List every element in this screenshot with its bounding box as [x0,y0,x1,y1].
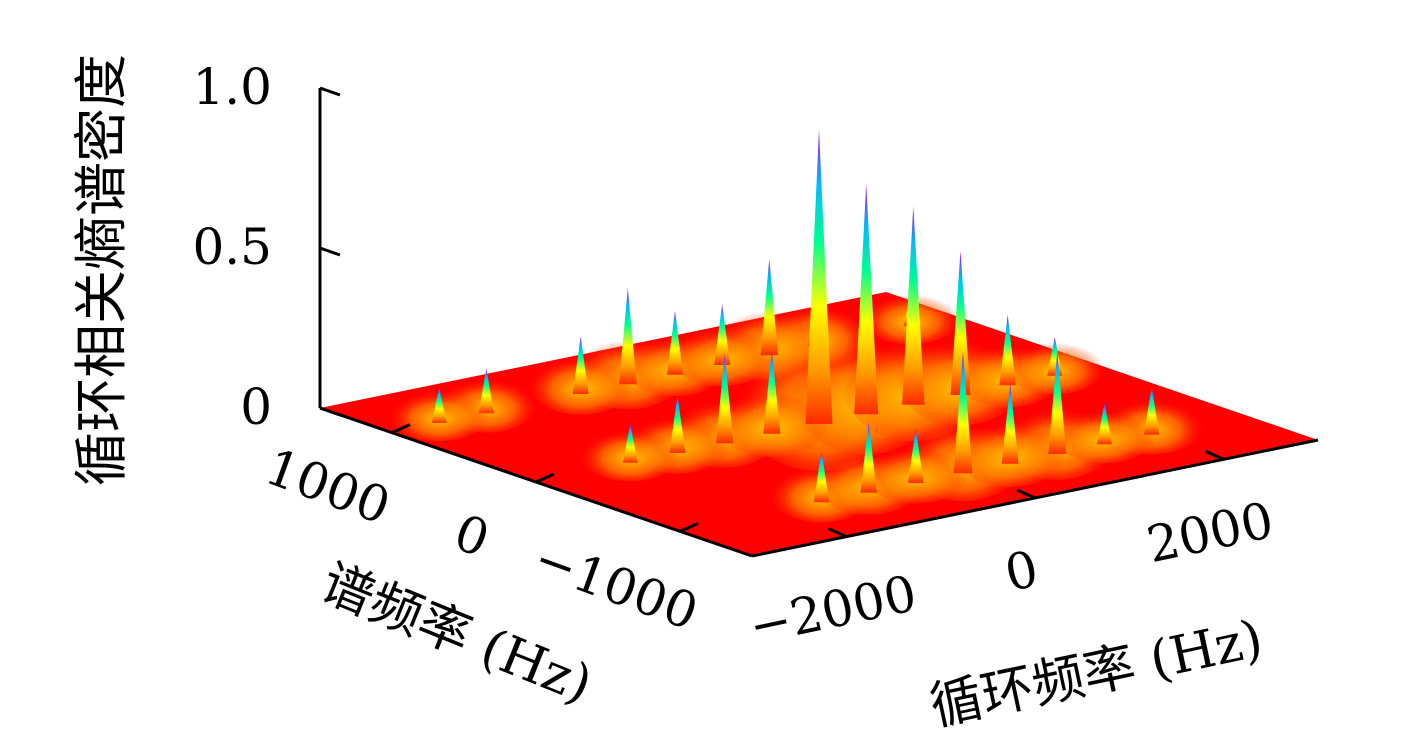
peak-spike-14 [999,314,1016,386]
peak-spike-22 [1143,386,1160,435]
z-axis-title: 循环相关熵谱密度 [70,54,133,486]
peak-spike-24 [860,422,877,493]
peak-spike-25 [908,428,924,483]
x-tick-label: −2000 [744,564,922,656]
peak-spike-4 [760,259,779,356]
z-tick-label: 0 [240,378,272,436]
z-tick-mark [319,246,341,257]
peak-spike-6 [431,387,447,423]
peak-spike-5 [572,336,589,394]
peak-spike-19 [953,351,973,474]
z-tick-mark [319,86,341,97]
x-axis-title: 循环频率 (Hz) [925,609,1268,732]
peak-spike-3 [666,310,684,375]
peak-spike-12 [950,251,971,395]
peak-spike-1 [478,368,494,414]
z-tick-label: 0.5 [192,218,272,276]
x-tick-mark [827,527,847,539]
peak-spike-16 [763,350,781,434]
peak-spike-15 [669,395,686,453]
peak-spike-7 [714,304,731,365]
peak-spike-21 [1001,383,1019,464]
y-tick-label: 0 [447,503,497,568]
y-tick-mark [535,472,555,484]
peak-spike-18 [622,424,638,463]
y-tick-mark [391,423,411,435]
x-tick-mark [1205,449,1225,461]
peak-spike-20 [1048,351,1067,454]
z-tick-mark [319,406,341,417]
x-tick-mark [1016,488,1036,500]
peak-spike-9 [805,129,833,424]
peak-spike-0 [619,288,637,385]
y-tick-label: 1000 [258,438,397,536]
y-tick-label: −1000 [526,529,705,641]
z-tick-label: 1.0 [192,58,272,116]
y-tick-mark [679,521,699,533]
peak-spike-11 [902,206,925,405]
x-tick-label: 0 [1000,540,1043,603]
peak-spike-26 [1096,402,1113,445]
peak-spike-10 [854,183,879,415]
x-tick-label: 2000 [1142,491,1279,574]
peak-spike-13 [716,353,734,444]
peak-spike-23 [813,451,830,503]
